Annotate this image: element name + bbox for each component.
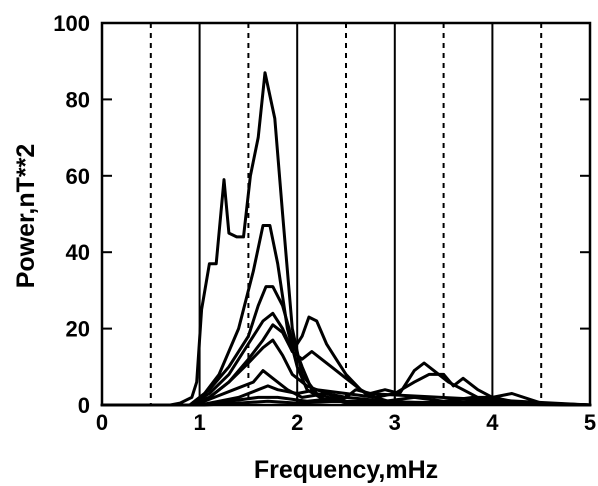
series-line-10 <box>100 399 592 407</box>
x-axis-title: Frequency,mHz <box>254 456 438 484</box>
x-tick-label: 0 <box>96 410 108 435</box>
y-tick-label: 60 <box>66 164 90 189</box>
y-axis-title: Power,nT**2 <box>12 144 40 289</box>
y-tick-label: 80 <box>66 87 90 112</box>
series-line-9 <box>100 395 592 407</box>
x-tick-label: 2 <box>291 410 303 435</box>
y-tick-label: 100 <box>53 11 90 36</box>
x-tick-label: 1 <box>193 410 205 435</box>
series-line-8 <box>100 372 592 407</box>
x-tick-label: 5 <box>584 410 596 435</box>
plot-frame <box>100 21 592 407</box>
axes <box>100 21 592 407</box>
y-tick-label: 40 <box>66 240 90 265</box>
y-tick-label: 0 <box>78 393 90 418</box>
grid-lines <box>149 23 543 405</box>
x-tick-label: 3 <box>389 410 401 435</box>
y-tick-label: 20 <box>66 317 90 342</box>
x-tick-label: 4 <box>486 410 499 435</box>
tick-labels: 0 20 40 60 80 100 0 1 2 3 4 5 <box>53 11 596 435</box>
data-series <box>100 71 592 407</box>
